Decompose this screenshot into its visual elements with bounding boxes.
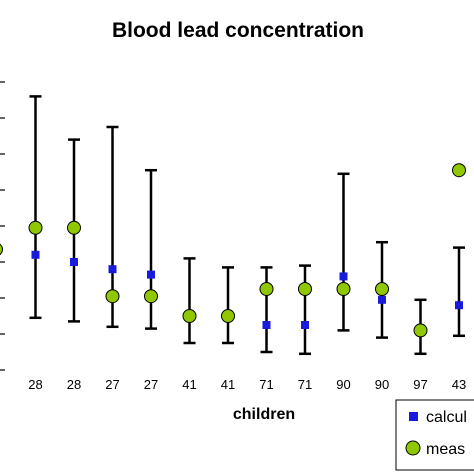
x-tick-label: 28 [28, 377, 42, 392]
x-tick-label: 97 [413, 377, 427, 392]
x-axis-label: children [233, 406, 295, 423]
meas-point [298, 282, 312, 296]
x-tick-label: 28 [67, 377, 81, 392]
x-tick-label: 41 [221, 377, 235, 392]
meas-point [221, 309, 235, 323]
error-bars [29, 95, 465, 356]
meas-point [67, 220, 81, 235]
meas-point [182, 309, 197, 323]
x-tick-label: 27 [144, 377, 158, 392]
x-tick-label: 8 [0, 377, 1, 392]
meas-point [28, 220, 43, 235]
meas-point [413, 323, 428, 338]
legend-label-meas: meas [426, 441, 465, 458]
calcul-point [455, 301, 463, 310]
legend-marker-calcul [409, 412, 418, 421]
calcul-point [262, 321, 271, 329]
calcul-point [70, 258, 78, 266]
chart-title: Blood lead concentration [112, 19, 364, 42]
legend-box [395, 399, 474, 471]
meas-point [144, 289, 158, 304]
y-axis [0, 81, 5, 371]
x-tick-labels: 8 28 28 27 27 41 41 71 71 90 90 97 43 [0, 377, 466, 392]
x-tick-label: 27 [105, 377, 119, 392]
meas-point-edge [0, 243, 3, 256]
meas-point [452, 163, 466, 178]
meas-point [259, 282, 274, 296]
calcul-point [378, 295, 386, 304]
calcul-point [108, 265, 117, 274]
legend-label-calcul: calcul [426, 409, 467, 426]
legend: calcul meas [395, 399, 474, 471]
meas-point [336, 282, 351, 296]
x-tick-label: 71 [298, 377, 312, 392]
x-tick-label: 90 [375, 377, 389, 392]
x-tick-label: 43 [452, 377, 466, 392]
calcul-point [31, 250, 40, 259]
calcul-point [339, 272, 348, 281]
x-tick-label: 71 [259, 377, 273, 392]
data-markers [0, 163, 466, 338]
calcul-point [147, 270, 155, 279]
x-tick-label: 41 [182, 377, 196, 392]
calcul-point [301, 321, 309, 329]
legend-marker-meas [405, 440, 421, 456]
meas-point [375, 282, 389, 296]
meas-point [105, 289, 120, 304]
x-tick-label: 90 [336, 377, 350, 392]
